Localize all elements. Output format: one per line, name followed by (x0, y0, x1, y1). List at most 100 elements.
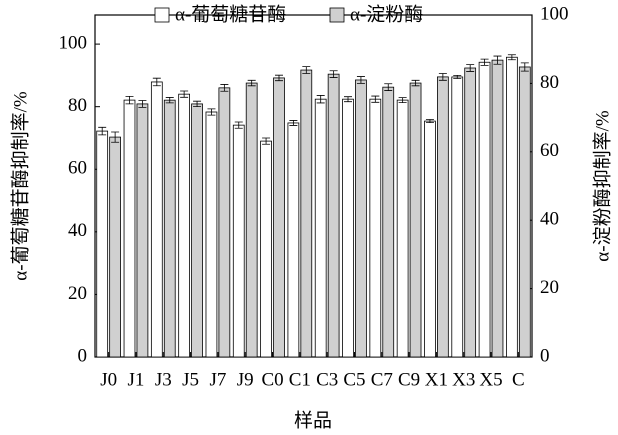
error-bar (371, 95, 380, 103)
y2-tick-label: 40 (540, 209, 559, 230)
bar (136, 103, 149, 358)
error-bar (316, 95, 325, 104)
bar (396, 99, 409, 358)
bar (327, 73, 340, 358)
error-bar (425, 119, 434, 124)
legend-swatch (329, 7, 345, 23)
x-tick-label: C (512, 369, 525, 390)
bar (451, 76, 464, 358)
bar (245, 82, 258, 358)
y2-tick-label: 100 (540, 3, 569, 24)
error-bar (507, 54, 516, 61)
legend-swatch (154, 7, 170, 23)
bar (382, 86, 395, 358)
bar (191, 103, 203, 358)
legend-label: α-淀粉酶 (350, 3, 423, 25)
y-tick-label: 40 (68, 220, 87, 241)
y-tick-label: 100 (59, 32, 88, 53)
error-bar (384, 83, 393, 91)
bar (150, 81, 163, 358)
y2-tick-label: 60 (540, 140, 559, 161)
error-bar (344, 96, 353, 103)
error-bar (480, 58, 489, 66)
bar (437, 76, 449, 358)
bar (491, 59, 504, 358)
error-bar (98, 126, 107, 136)
x-tick-label: C7 (371, 369, 393, 390)
error-bar (438, 73, 447, 81)
x-tick-label: X5 (479, 369, 502, 390)
x-tick-label: J1 (128, 369, 145, 390)
x-tick-label: C1 (289, 369, 311, 390)
y-tick-label: 0 (78, 345, 88, 366)
bar (300, 69, 313, 358)
y2-tick-label: 0 (540, 345, 550, 366)
bar (178, 93, 190, 358)
bar (218, 87, 231, 358)
error-bar (234, 121, 243, 129)
x-tick-label: C3 (316, 369, 338, 390)
bar (96, 130, 109, 358)
x-tick-label: C0 (261, 369, 283, 390)
bar (464, 67, 477, 358)
y-tick-label: 20 (68, 283, 87, 304)
bar (478, 61, 491, 358)
y2-tick-label: 20 (540, 277, 559, 298)
error-bar (302, 66, 311, 74)
bar (163, 99, 176, 358)
error-bar (493, 55, 502, 65)
bar (287, 122, 300, 358)
error-bar (398, 97, 407, 104)
x-tick-label: J5 (182, 369, 199, 390)
error-bar (152, 77, 161, 87)
error-bar (289, 120, 298, 126)
error-bar (125, 95, 134, 105)
bar (518, 66, 531, 358)
plot-frame (94, 14, 533, 358)
error-bar (274, 74, 283, 82)
x-axis-title: 样品 (294, 409, 332, 431)
x-tick-label: J7 (209, 369, 226, 390)
x-tick-label: C9 (398, 369, 420, 390)
error-bar (165, 97, 174, 104)
x-tick-label: J3 (155, 369, 172, 390)
bar (355, 79, 367, 358)
x-tick-label: X3 (452, 369, 475, 390)
x-tick-label: C5 (343, 369, 365, 390)
error-bar (453, 74, 462, 79)
x-tick-label: J9 (237, 369, 254, 390)
bar (409, 82, 422, 358)
x-tick-label: J0 (100, 369, 117, 390)
error-bar (329, 70, 338, 78)
error-bar (356, 76, 365, 84)
bar (123, 99, 136, 358)
error-bar (220, 84, 229, 92)
legend-label: α-葡萄糖苷酶 (175, 3, 286, 25)
error-bar (262, 137, 271, 145)
y2-axis-title: α-淀粉酶抑制率/% (591, 110, 613, 262)
bar (369, 98, 382, 358)
error-bar (520, 62, 529, 72)
bar (232, 124, 245, 358)
error-bar (180, 90, 189, 98)
bar (205, 111, 218, 358)
error-bar (466, 64, 475, 72)
error-bar (111, 131, 120, 143)
error-bar (207, 108, 216, 116)
bar (260, 140, 272, 358)
error-bar (411, 79, 420, 87)
bar (109, 136, 121, 358)
error-bar (193, 100, 202, 108)
error-bar (138, 100, 147, 108)
x-tick-label: X1 (425, 369, 448, 390)
y-tick-label: 60 (68, 158, 87, 179)
bar (273, 77, 285, 358)
y-tick-label: 80 (68, 95, 87, 116)
y-axis-title: α-葡萄糖苷酶抑制率/% (9, 91, 31, 281)
bar (314, 98, 327, 358)
bar (506, 56, 518, 358)
error-bar (247, 79, 256, 87)
bar (342, 98, 354, 358)
y2-tick-label: 80 (540, 72, 559, 93)
